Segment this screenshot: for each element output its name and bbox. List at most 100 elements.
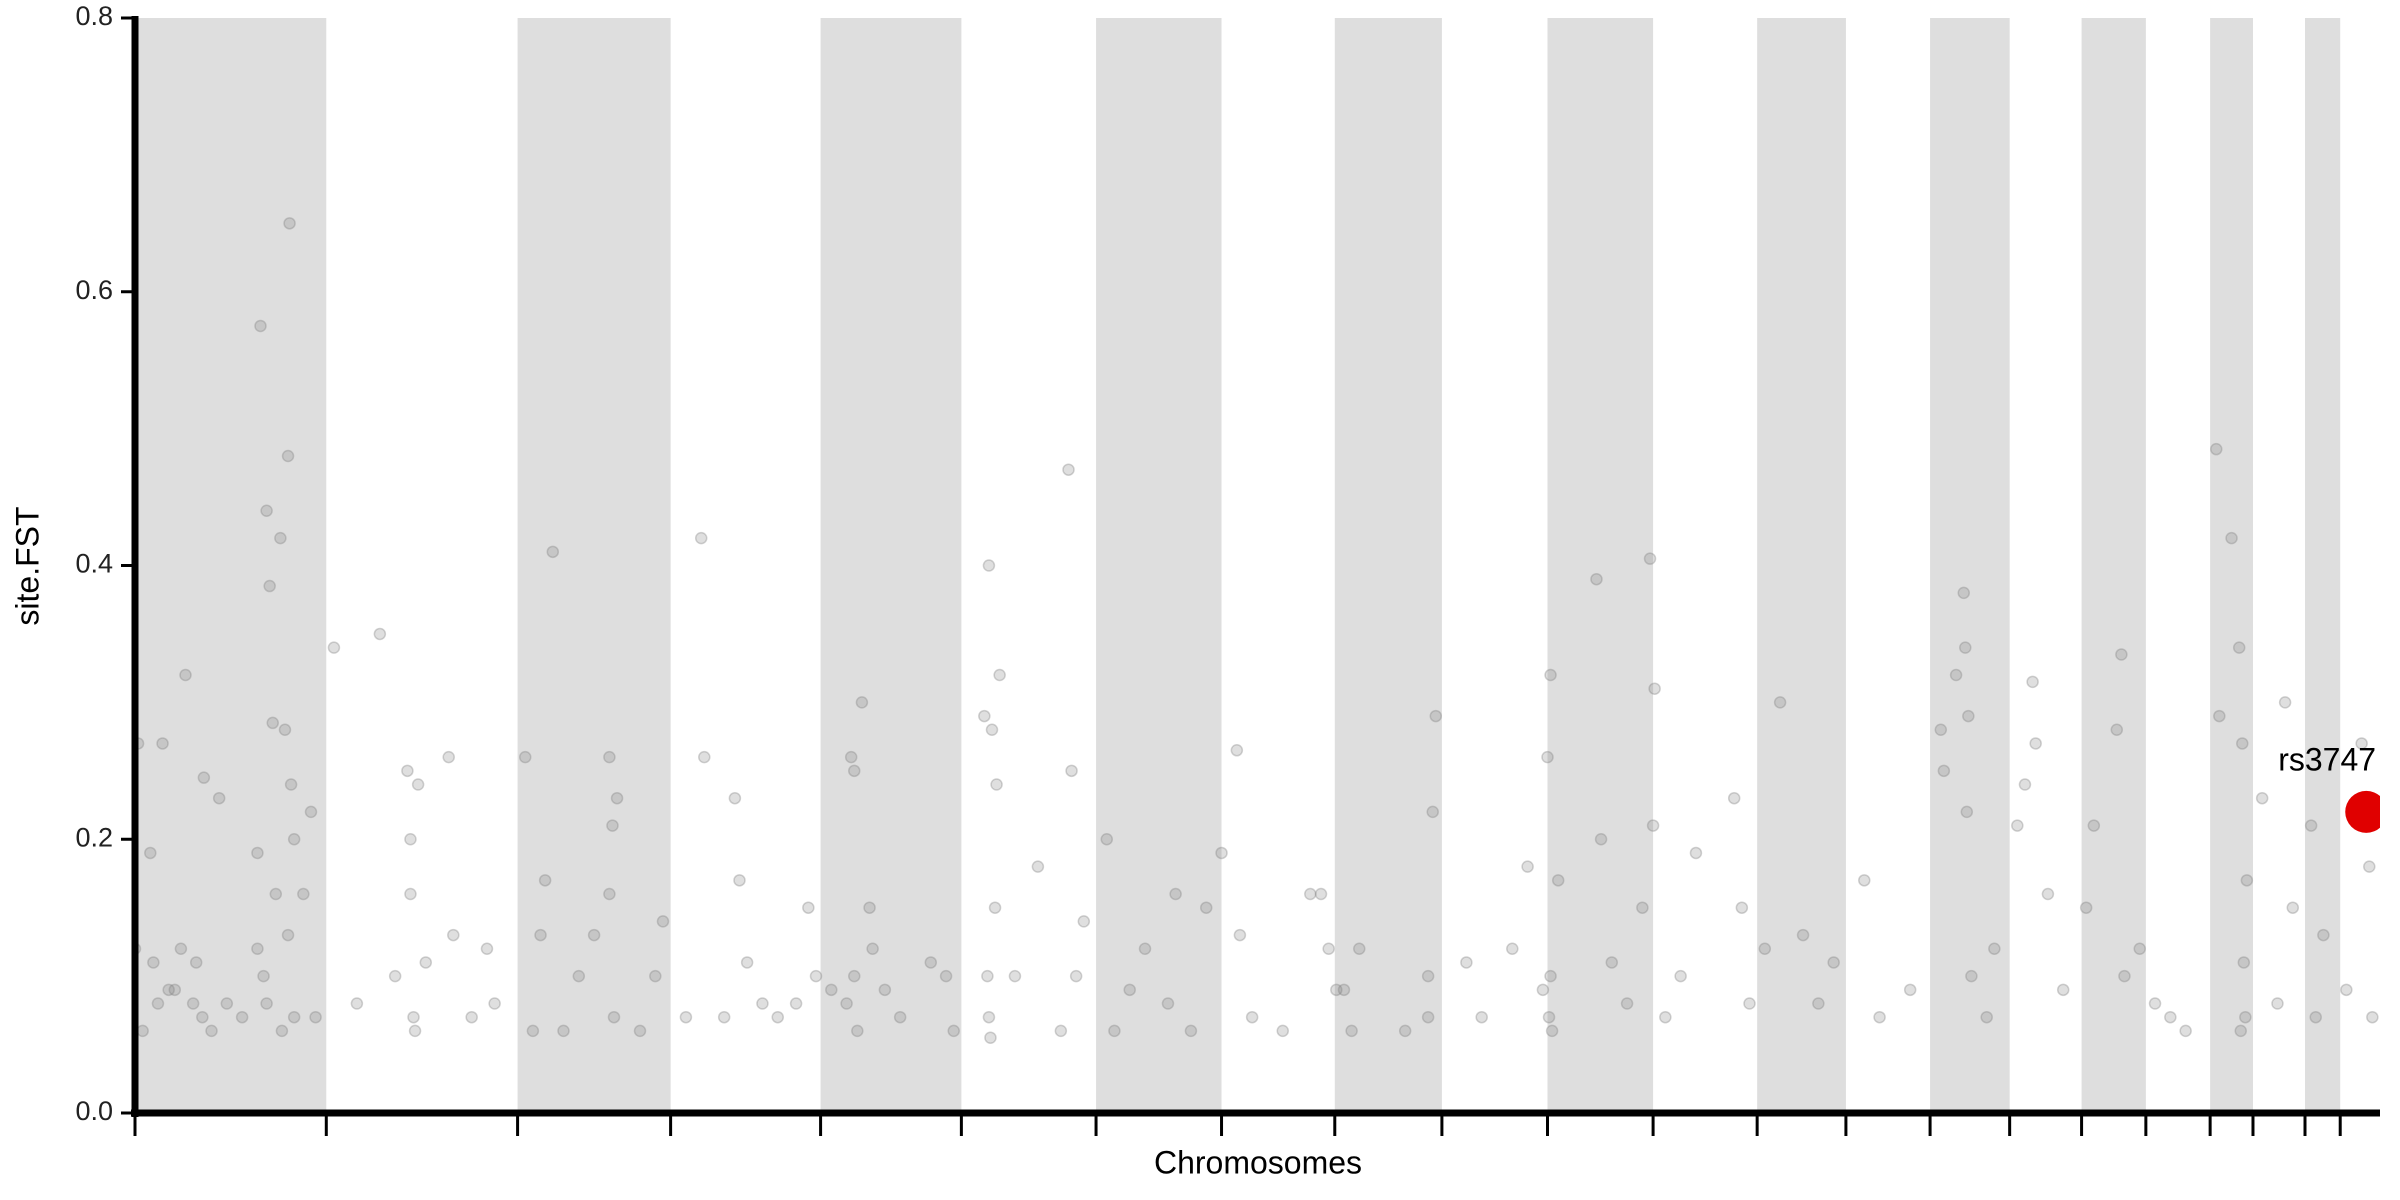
point xyxy=(1322,942,1335,955)
point xyxy=(1521,860,1534,873)
point xyxy=(151,997,165,1010)
point xyxy=(1065,764,1078,778)
point xyxy=(2179,1024,2192,1038)
point xyxy=(1031,860,1045,873)
point xyxy=(2232,641,2246,654)
point xyxy=(197,771,211,784)
point xyxy=(1062,463,1075,476)
point xyxy=(2110,723,2124,736)
point xyxy=(1965,969,1978,983)
point xyxy=(1646,819,1660,832)
point xyxy=(136,1024,149,1038)
point xyxy=(649,969,662,983)
point xyxy=(538,874,552,887)
point xyxy=(269,887,283,901)
point xyxy=(1544,668,1557,682)
point xyxy=(442,750,455,764)
y-tick-label: 0.4 xyxy=(75,549,113,579)
point xyxy=(1345,1024,1358,1038)
point xyxy=(1620,997,1634,1010)
point xyxy=(1735,901,1749,914)
point xyxy=(2304,819,2318,832)
point xyxy=(168,983,182,997)
point xyxy=(1161,997,1175,1010)
point xyxy=(1542,1010,1556,1024)
point xyxy=(1988,942,2001,955)
point xyxy=(350,997,364,1010)
point xyxy=(924,956,938,969)
point xyxy=(1551,874,1565,887)
point xyxy=(1873,1010,1886,1024)
point xyxy=(733,874,746,887)
point xyxy=(1949,668,1963,682)
point xyxy=(1544,969,1557,983)
point xyxy=(740,956,754,969)
point xyxy=(1758,942,1772,955)
point xyxy=(2210,442,2223,456)
point xyxy=(1536,983,1550,997)
y-tick-label: 0.8 xyxy=(75,1,113,31)
point xyxy=(1960,805,1974,819)
point xyxy=(212,791,226,805)
point xyxy=(327,641,341,654)
point xyxy=(1937,764,1951,778)
point xyxy=(162,983,175,997)
point xyxy=(534,928,547,942)
chromosome-band xyxy=(517,18,671,1113)
point xyxy=(254,319,267,333)
highlight-label: rs3747 xyxy=(2278,741,2376,777)
point xyxy=(263,579,276,593)
chromosome-band xyxy=(1334,18,1442,1113)
point xyxy=(1008,969,1022,983)
point xyxy=(2234,1024,2247,1038)
point xyxy=(1689,846,1703,860)
point xyxy=(855,696,869,709)
point xyxy=(1215,846,1228,860)
point xyxy=(1421,1010,1435,1024)
point xyxy=(1421,969,1435,983)
point xyxy=(147,956,160,969)
point xyxy=(2225,531,2238,545)
point xyxy=(633,1024,647,1038)
point xyxy=(260,504,273,517)
point xyxy=(2366,1010,2379,1024)
point xyxy=(404,887,417,901)
point xyxy=(1903,983,1917,997)
y-axis-label: site.FST xyxy=(9,506,45,625)
point xyxy=(297,887,310,901)
point xyxy=(982,559,996,572)
point xyxy=(1460,956,1473,969)
point xyxy=(679,1010,693,1024)
point xyxy=(809,969,823,983)
point xyxy=(447,928,460,942)
point xyxy=(1812,997,1825,1010)
point xyxy=(982,1010,996,1024)
point xyxy=(526,1024,540,1038)
point xyxy=(825,983,838,997)
point xyxy=(993,668,1006,682)
point xyxy=(1594,833,1608,846)
point xyxy=(863,901,876,914)
point xyxy=(174,942,188,955)
point xyxy=(893,1010,907,1024)
point xyxy=(2018,778,2032,791)
point xyxy=(978,709,991,723)
point xyxy=(2236,737,2249,750)
chromosome-band xyxy=(2305,18,2341,1113)
x-axis-label: Chromosomes xyxy=(1154,1144,1362,1180)
point xyxy=(2340,983,2353,997)
point xyxy=(851,1024,864,1038)
point xyxy=(1934,723,1948,736)
point xyxy=(283,217,296,230)
axes: 0.0 0.2 0.4 0.6 0.8 xyxy=(75,1,2380,1136)
point xyxy=(1506,942,1519,955)
point xyxy=(1398,1024,1412,1038)
point xyxy=(2029,737,2042,750)
point xyxy=(2239,1010,2252,1024)
point xyxy=(1541,750,1554,764)
point xyxy=(1643,552,1657,565)
point xyxy=(656,915,670,928)
point xyxy=(1980,1010,1993,1024)
point xyxy=(988,901,1002,914)
point xyxy=(1426,805,1439,819)
